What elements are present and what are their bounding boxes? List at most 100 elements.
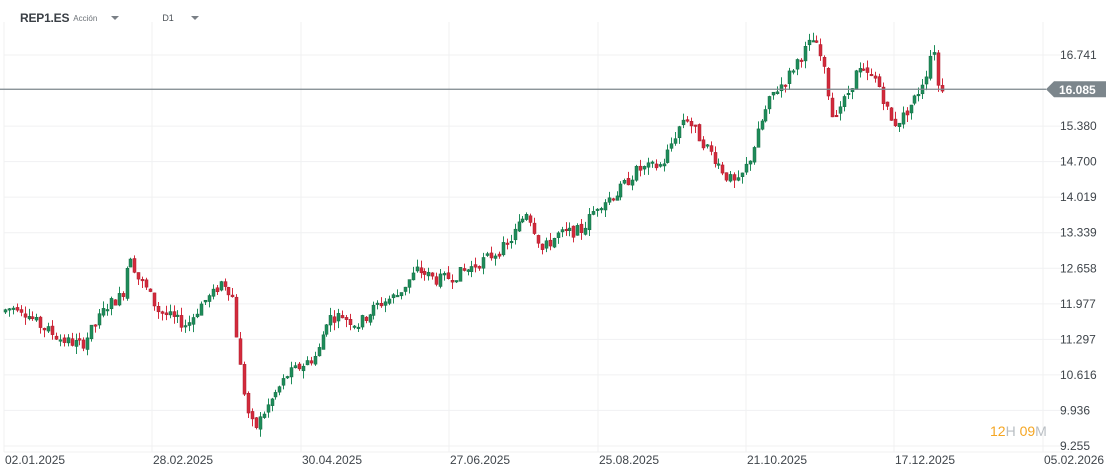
candle-bullish bbox=[301, 365, 306, 372]
candle-bullish bbox=[426, 271, 431, 277]
candle-bearish bbox=[238, 338, 243, 365]
candle-bullish bbox=[85, 337, 90, 350]
candle-bearish bbox=[571, 225, 576, 238]
candle-bullish bbox=[681, 119, 686, 126]
candle-bullish bbox=[383, 301, 388, 306]
candle-bullish bbox=[622, 180, 627, 184]
timeframe-label[interactable]: D1 bbox=[162, 13, 174, 23]
candle-bearish bbox=[152, 292, 157, 307]
current-price-badge bbox=[1046, 81, 1106, 98]
candle-bullish bbox=[740, 172, 745, 177]
candle-bullish bbox=[501, 242, 506, 256]
candle-bearish bbox=[364, 316, 369, 321]
candle-bullish bbox=[285, 376, 290, 379]
countdown-minutes: 09 bbox=[1019, 423, 1036, 439]
x-axis-tick-label: 27.06.2025 bbox=[450, 453, 510, 467]
candle-bullish bbox=[266, 404, 271, 413]
candle-bullish bbox=[89, 324, 94, 340]
y-axis-tick-label: 16.741 bbox=[1060, 48, 1097, 62]
x-axis-tick-label: 28.02.2025 bbox=[153, 453, 213, 467]
candle-bullish bbox=[795, 59, 800, 70]
candle-bullish bbox=[771, 91, 776, 96]
candle-bullish bbox=[662, 163, 667, 167]
candle-bullish bbox=[791, 70, 796, 73]
candle-bearish bbox=[697, 124, 702, 142]
candle-bullish bbox=[658, 164, 663, 167]
candle-bearish bbox=[799, 59, 804, 62]
y-axis-tick-label: 11.297 bbox=[1060, 332, 1096, 346]
chart-header: REP1.ES Acción D1 bbox=[20, 10, 199, 26]
candle-bullish bbox=[336, 313, 341, 322]
candle-bullish bbox=[728, 174, 733, 182]
candle-bullish bbox=[481, 257, 486, 269]
candle-bullish bbox=[811, 40, 816, 43]
candle-bullish bbox=[375, 302, 380, 305]
candle-bearish bbox=[869, 74, 874, 77]
candle-bearish bbox=[144, 279, 149, 288]
x-axis-tick-label: 21.10.2025 bbox=[747, 453, 807, 467]
candle-bearish bbox=[732, 174, 737, 181]
current-price-label: 16.085 bbox=[1059, 83, 1096, 97]
candle-bearish bbox=[309, 360, 314, 364]
candle-bearish bbox=[93, 324, 98, 327]
candle-bullish bbox=[607, 197, 612, 203]
candle-bullish bbox=[916, 94, 921, 97]
timeframe-dropdown-chevron-down-icon[interactable] bbox=[190, 16, 199, 20]
candle-bullish bbox=[520, 218, 525, 223]
candle-bullish bbox=[642, 166, 647, 170]
candle-bullish bbox=[665, 149, 670, 163]
candle-bullish bbox=[850, 88, 855, 93]
candle-bullish bbox=[736, 177, 741, 181]
candle-bullish bbox=[575, 225, 580, 236]
candle-bearish bbox=[340, 315, 345, 319]
candle-bullish bbox=[928, 55, 933, 79]
candle-bearish bbox=[528, 215, 533, 223]
countdown-hours-unit: H bbox=[1005, 423, 1016, 439]
candle-bearish bbox=[81, 339, 86, 349]
candle-bearish bbox=[215, 287, 220, 293]
candle-bullish bbox=[207, 295, 212, 302]
candle-bearish bbox=[297, 363, 302, 370]
candle-bearish bbox=[223, 281, 228, 287]
symbol-label: REP1.ES bbox=[20, 11, 70, 25]
candle-bullish bbox=[442, 273, 447, 276]
candle-bullish bbox=[787, 70, 792, 84]
candle-bearish bbox=[893, 118, 898, 127]
candle-bullish bbox=[211, 288, 216, 297]
candle-bullish bbox=[591, 211, 596, 215]
y-axis-tick-label: 10.616 bbox=[1060, 368, 1097, 382]
candle-bullish bbox=[846, 93, 851, 96]
candle-bullish bbox=[646, 162, 651, 168]
candle-bearish bbox=[50, 325, 55, 335]
candle-bearish bbox=[70, 338, 75, 346]
candle-bullish bbox=[458, 267, 463, 282]
candle-bearish bbox=[473, 264, 478, 268]
candle-bearish bbox=[861, 68, 866, 71]
candle-bearish bbox=[15, 307, 20, 311]
candle-bearish bbox=[936, 52, 941, 86]
candle-bullish bbox=[175, 314, 180, 317]
candle-bullish bbox=[391, 294, 396, 299]
candle-bullish bbox=[595, 208, 600, 211]
candle-bullish bbox=[313, 355, 318, 365]
symbol-dropdown-chevron-down-icon[interactable] bbox=[111, 16, 120, 20]
candle-bullish bbox=[909, 104, 914, 114]
candle-bearish bbox=[140, 279, 145, 282]
candle-bullish bbox=[775, 91, 780, 94]
y-axis-tick-label: 15.380 bbox=[1060, 119, 1097, 133]
candle-bullish bbox=[352, 325, 357, 328]
candle-bullish bbox=[901, 112, 906, 125]
candle-bearish bbox=[611, 198, 616, 201]
candle-bearish bbox=[419, 267, 424, 274]
candle-bearish bbox=[179, 315, 184, 328]
candle-bullish bbox=[466, 269, 471, 272]
candle-bearish bbox=[77, 338, 82, 341]
candle-bullish bbox=[587, 214, 592, 231]
candle-bearish bbox=[905, 110, 910, 116]
candle-bullish bbox=[289, 367, 294, 378]
candle-bearish bbox=[505, 242, 510, 245]
candle-bullish bbox=[583, 227, 588, 235]
candle-bullish bbox=[858, 68, 863, 73]
